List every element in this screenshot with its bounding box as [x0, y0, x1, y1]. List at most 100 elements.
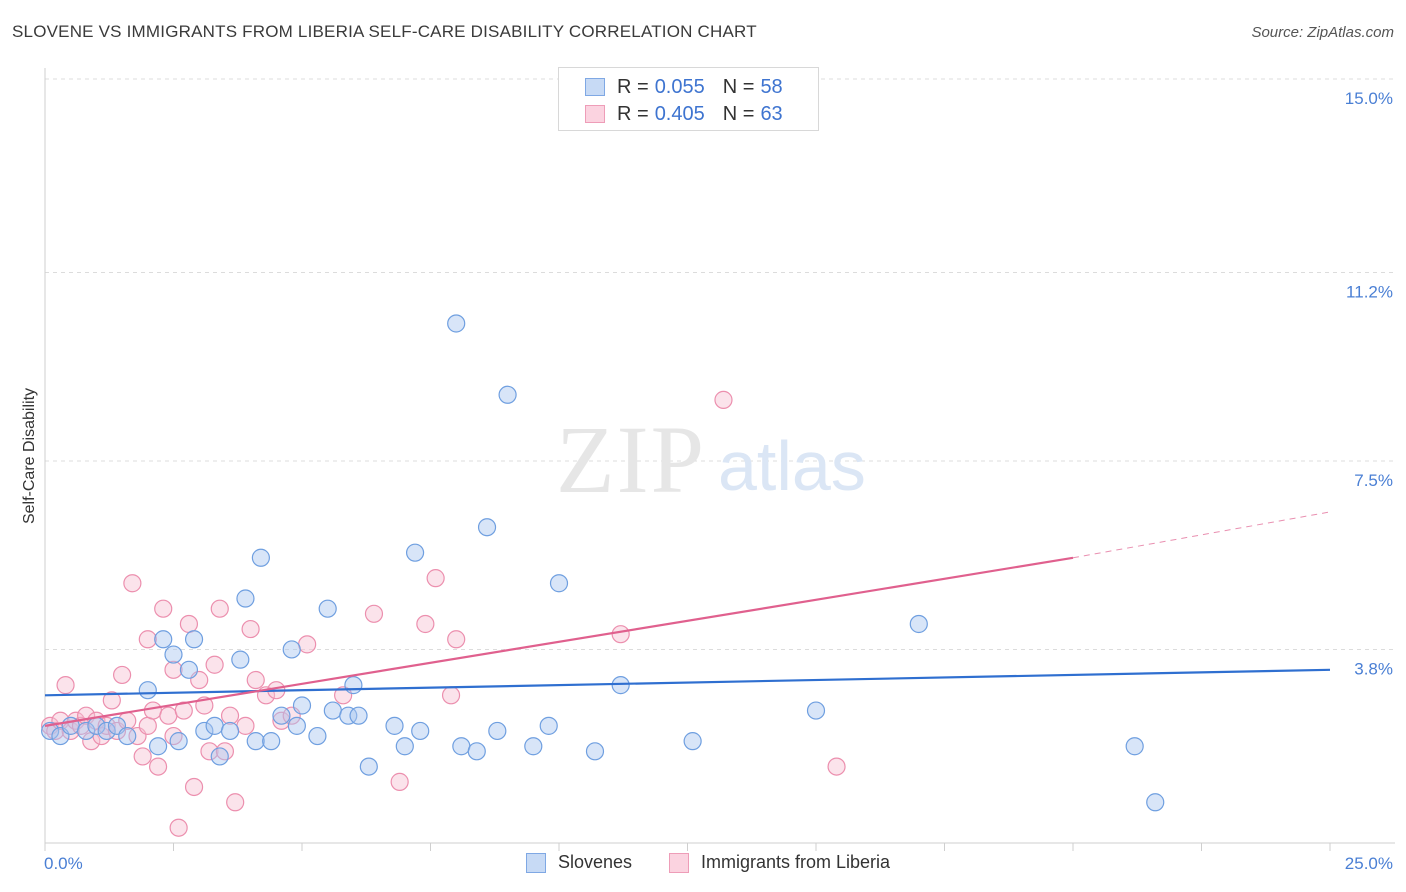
- tick-labels: 3.8% 7.5% 11.2% 15.0% 0.0% 25.0%: [44, 89, 1393, 873]
- legend-row-liberia: R = 0.405 N = 63: [585, 102, 783, 126]
- data-point: [236, 589, 255, 608]
- data-point: [231, 650, 250, 669]
- data-point: [138, 716, 157, 735]
- legend-swatch-slovenes: [526, 852, 546, 873]
- data-point: [447, 630, 466, 649]
- legend-r-value: 0.405: [654, 102, 705, 125]
- legend-row-slovenes: R = 0.055 N = 58: [585, 75, 783, 99]
- data-point: [179, 614, 199, 634]
- data-point: [323, 701, 342, 720]
- data-point: [683, 732, 702, 751]
- data-point: [226, 793, 245, 812]
- data-point: [339, 706, 358, 725]
- series-slovenes-points: [41, 314, 1165, 812]
- legend-n-label: N =: [722, 102, 755, 125]
- data-point: [827, 757, 846, 776]
- trend-line-liberia-extension: [1072, 511, 1331, 559]
- data-point: [164, 645, 183, 664]
- data-point: [349, 706, 368, 725]
- data-point: [246, 670, 265, 690]
- data-point: [488, 721, 507, 741]
- data-point: [359, 757, 378, 776]
- data-point: [154, 630, 173, 649]
- data-point: [205, 716, 224, 735]
- data-point: [498, 385, 517, 404]
- data-point: [298, 635, 317, 654]
- y-tick-label: 3.8%: [1354, 659, 1393, 678]
- data-point: [148, 757, 168, 776]
- data-point: [184, 630, 204, 649]
- data-point: [426, 569, 445, 588]
- data-point: [611, 676, 630, 695]
- trend-line-liberia: [44, 556, 1074, 727]
- data-point: [138, 630, 157, 649]
- data-point: [220, 721, 240, 741]
- legend-swatch-liberia: [585, 105, 605, 123]
- data-point: [123, 574, 142, 593]
- data-point: [97, 716, 116, 735]
- data-point: [154, 599, 173, 618]
- data-point: [246, 732, 265, 751]
- watermark: ZIP atlas: [556, 406, 866, 513]
- data-point: [215, 742, 234, 761]
- data-point: [241, 619, 260, 639]
- data-point: [287, 716, 306, 735]
- data-point: [539, 716, 558, 735]
- data-point: [447, 314, 466, 333]
- data-point: [467, 742, 486, 761]
- data-point: [1146, 793, 1165, 812]
- axes: [44, 68, 1395, 851]
- data-point: [236, 716, 255, 735]
- x-tick-label: 0.0%: [44, 854, 83, 873]
- x-tick-label: 25.0%: [1345, 854, 1393, 873]
- data-point: [308, 726, 327, 746]
- data-point: [364, 604, 384, 623]
- data-point: [179, 660, 199, 679]
- data-point: [714, 390, 733, 409]
- data-point: [77, 721, 96, 741]
- data-point: [292, 696, 312, 715]
- data-point: [195, 721, 214, 741]
- data-point: [477, 518, 497, 537]
- data-point: [164, 660, 183, 679]
- legend-label-liberia: Immigrants from Liberia: [701, 852, 891, 872]
- data-point: [164, 726, 183, 746]
- legend-item-slovenes[interactable]: Slovenes: [526, 852, 632, 873]
- data-point: [133, 747, 152, 766]
- watermark-atlas: atlas: [718, 427, 866, 505]
- y-tick-label: 11.2%: [1346, 283, 1393, 302]
- data-point: [262, 732, 281, 751]
- chart-title: SLOVENE VS IMMIGRANTS FROM LIBERIA SELF-…: [12, 22, 757, 41]
- legend-label-slovenes: Slovenes: [558, 852, 633, 872]
- data-point: [405, 543, 425, 562]
- legend-r-label: R =: [617, 75, 649, 98]
- y-tick-label: 15.0%: [1345, 89, 1393, 108]
- legend-r-label: R =: [617, 102, 649, 125]
- data-point: [452, 737, 471, 756]
- data-point: [806, 701, 826, 720]
- data-point: [395, 737, 414, 756]
- data-point: [159, 706, 178, 725]
- data-point: [143, 701, 163, 720]
- data-point: [210, 747, 229, 766]
- data-point: [138, 681, 157, 700]
- legend-r-value: 0.055: [654, 75, 705, 98]
- legend-swatch-slovenes: [585, 78, 605, 96]
- correlation-legend: R = 0.055 N = 58 R = 0.405 N = 63: [558, 67, 819, 131]
- data-point: [416, 614, 435, 634]
- legend-n-label: N =: [722, 75, 755, 98]
- grid-lines: [45, 78, 1395, 650]
- data-point: [112, 665, 132, 685]
- data-point: [611, 625, 630, 644]
- data-point: [200, 742, 219, 761]
- legend-item-liberia[interactable]: Immigrants from Liberia: [669, 852, 890, 873]
- data-point: [585, 742, 605, 761]
- data-point: [210, 599, 229, 618]
- legend-n-value: 63: [760, 102, 783, 125]
- data-point: [148, 737, 168, 756]
- data-point: [251, 548, 270, 567]
- data-point: [56, 676, 75, 695]
- data-point: [118, 726, 137, 746]
- source-label: Source: ZipAtlas.com: [1251, 24, 1394, 41]
